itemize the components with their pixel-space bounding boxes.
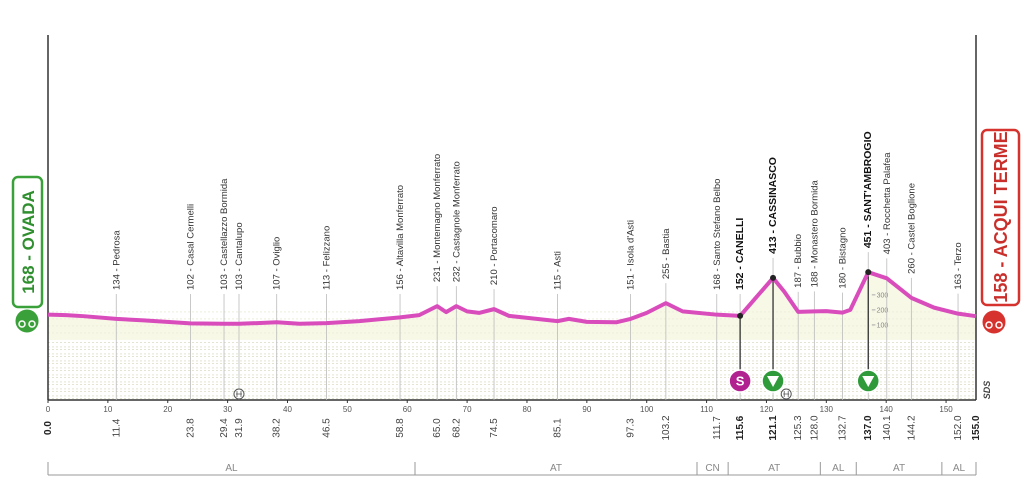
region-label: AL — [953, 463, 966, 474]
km-label: 155.0 — [971, 415, 982, 440]
y-tick-label: 100 — [877, 322, 889, 329]
x-tick-label: 150 — [939, 405, 953, 414]
start-label: 168 - OVADA — [19, 190, 38, 294]
finish-icon-wheel — [985, 321, 993, 329]
sprint-label: S — [736, 374, 745, 389]
x-tick-label: 50 — [343, 405, 352, 414]
region-label: AL — [832, 463, 845, 474]
region-label: AT — [893, 463, 905, 474]
km-label: 29.4 — [219, 418, 230, 438]
waypoint-label: 187 - Bubbio — [793, 234, 804, 288]
waypoint-label: 180 - Bistagno — [837, 227, 848, 288]
waypoint-label: 168 - Santo Stefano Belbo — [712, 179, 723, 290]
km-label: 132.7 — [837, 415, 848, 440]
km-label: 38.2 — [272, 418, 283, 438]
km-label: 0.0 — [43, 421, 54, 435]
waypoint-label: 188 - Monastero Bormida — [809, 179, 820, 287]
waypoint-label: 152 - CANELLI — [734, 218, 746, 290]
finish-icon — [981, 309, 1007, 335]
waypoint-label: 163 - Terzo — [953, 242, 964, 289]
x-tick-label: 130 — [820, 405, 834, 414]
feed-icon — [235, 391, 242, 397]
logo: SDS — [982, 381, 992, 400]
finish-banner — [980, 128, 1021, 307]
start-banner — [11, 175, 44, 309]
waypoint-label: 134 - Pedrosa — [111, 230, 122, 290]
km-label: 65.0 — [432, 418, 443, 438]
sprint-marker — [728, 369, 752, 393]
waypoint-label: 113 - Felizzano — [321, 226, 332, 290]
waypoint-label: 102 - Casal Cermelli — [185, 204, 196, 290]
km-label: 85.1 — [553, 418, 564, 438]
km-label: 97.3 — [626, 418, 637, 438]
waypoint-label: 156 - Altavilla Monferrato — [395, 185, 406, 290]
km-label: 152.0 — [953, 415, 964, 440]
km-label: 111.7 — [712, 416, 723, 440]
start-icon-wheel — [28, 320, 36, 328]
km-label: 140.1 — [882, 415, 893, 440]
waypoint-label: 103 - Castellazzo Bormida — [219, 178, 230, 290]
km-label: 121.1 — [768, 415, 779, 440]
background-layer — [48, 272, 976, 400]
y-tick-label: 200 — [877, 307, 889, 314]
waypoint-label: 413 - CASSINASCO — [767, 157, 779, 254]
km-label: 144.2 — [906, 415, 917, 440]
x-tick-label: 110 — [700, 405, 713, 414]
summit-dot — [770, 274, 777, 281]
km-label: 23.8 — [185, 418, 196, 438]
summit-dot — [865, 269, 872, 276]
x-tick-label: 70 — [463, 405, 472, 414]
km-label: 31.9 — [234, 418, 245, 438]
waypoint-label: 403 - Rocchetta Palafea — [882, 152, 893, 255]
summit-dot — [737, 312, 744, 319]
x-tick-label: 120 — [760, 405, 774, 414]
km-label: 128.0 — [809, 415, 820, 440]
km-label: 103.2 — [661, 415, 672, 440]
km-label: 115.6 — [735, 415, 746, 440]
waypoint-label: 103 - Cantalupo — [234, 222, 245, 290]
waypoint-label: 232 - Castagnole Monferrato — [451, 161, 462, 282]
x-tick-label: 60 — [403, 405, 412, 414]
base-band — [48, 339, 976, 400]
kom-arrow — [767, 376, 780, 387]
region-label: AT — [768, 463, 780, 474]
finish-label: 158 - ACQUI TERME — [991, 131, 1011, 302]
x-tick-label: 30 — [223, 405, 232, 414]
waypoint-label: 255 - Bastia — [661, 228, 672, 279]
x-tick-label: 40 — [283, 405, 292, 414]
waypoint-label: 210 - Portacomaro — [489, 206, 500, 285]
km-label: 58.8 — [395, 418, 406, 438]
km-label: 68.2 — [451, 418, 462, 438]
km-label: 74.5 — [489, 418, 500, 438]
start-icon — [14, 308, 40, 334]
waypoint-label: 451 - SANT'AMBROGIO — [862, 131, 874, 248]
km-label: 125.3 — [793, 415, 804, 440]
region-label: AL — [225, 463, 238, 474]
x-tick-label: 10 — [103, 405, 112, 414]
start-icon-wheel — [18, 320, 26, 328]
waypoint-label: 107 - Oviglio — [272, 237, 283, 290]
y-tick-label: 300 — [877, 292, 889, 299]
km-label: 11.4 — [111, 418, 122, 437]
x-tick-label: 80 — [523, 405, 532, 414]
plot-layer: 0 10 20 30 40 50 60 70 80 90 100 110 120 130 140 150 100… — [11, 35, 1021, 476]
waypoint-label: 231 - Montemagno Monferrato — [432, 154, 443, 282]
region-label: AT — [550, 463, 562, 474]
finish-icon-wheel — [995, 321, 1003, 329]
x-tick-label: 140 — [880, 405, 894, 414]
x-tick-label: 100 — [640, 405, 654, 414]
waypoint-label: 115 - Asti — [553, 251, 564, 290]
km-label: 46.5 — [321, 418, 332, 438]
kom-arrow — [862, 376, 875, 387]
profile-line — [47, 270, 977, 326]
feed-icon — [783, 391, 790, 397]
waypoint-label: 151 - Isola d'Asti — [626, 220, 637, 290]
x-tick-label: 90 — [582, 405, 591, 414]
x-tick-label: 20 — [163, 405, 172, 414]
region-label: CN — [705, 463, 719, 474]
x-tick-label: 0 — [46, 405, 51, 414]
km-label: 137.0 — [863, 415, 874, 440]
waypoint-label: 260 - Castel Boglione — [906, 183, 917, 274]
